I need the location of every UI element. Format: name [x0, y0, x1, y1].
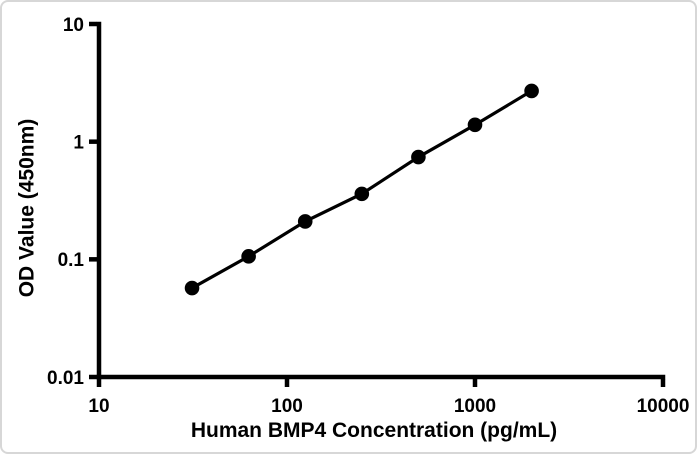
- data-point-marker: [241, 249, 256, 264]
- data-point-marker: [354, 186, 370, 202]
- y-axis-title: OD Value (450nm): [15, 118, 39, 298]
- data-point-marker: [184, 280, 200, 296]
- x-tick-label: 10: [88, 396, 109, 417]
- y-tick-label: 0.01: [47, 368, 84, 389]
- x-tick-label: 100: [271, 396, 303, 417]
- data-point-marker: [524, 83, 539, 99]
- y-tick-label: 0.1: [58, 250, 85, 271]
- data-point-marker: [411, 149, 426, 165]
- x-tick-label: 10000: [637, 396, 690, 417]
- data-point-marker: [297, 214, 313, 229]
- x-tick-label: 1000: [454, 396, 496, 417]
- data-point-marker: [467, 117, 483, 133]
- y-tick-label: 1: [73, 133, 84, 154]
- y-tick-label: 10: [63, 15, 84, 36]
- x-axis-title: Human BMP4 Concentration (pg/mL): [190, 419, 558, 442]
